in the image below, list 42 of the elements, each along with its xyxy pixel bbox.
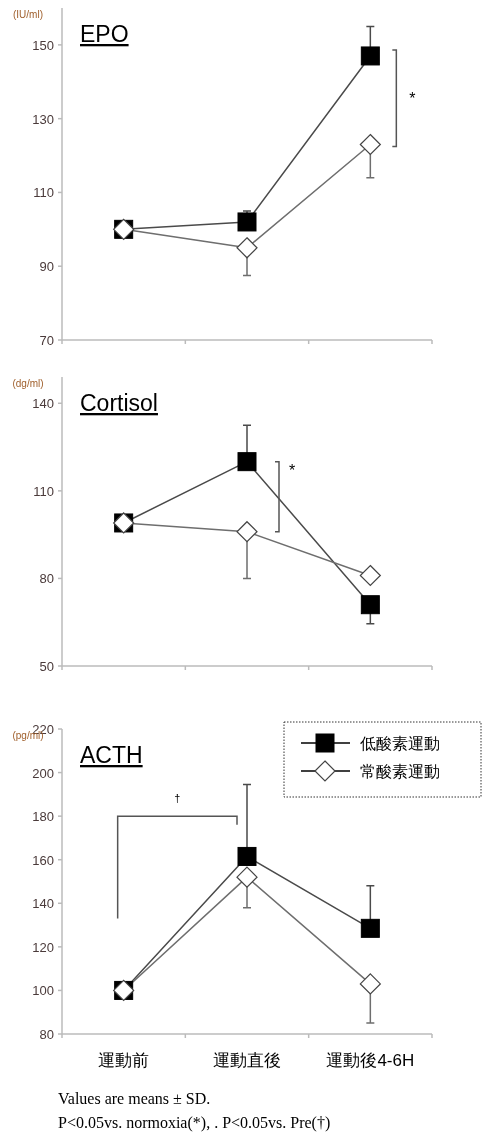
text: Cortisol	[80, 390, 158, 416]
point	[360, 595, 380, 615]
point	[236, 866, 258, 888]
y-tick-label: 120	[32, 939, 54, 955]
y-tick-label: 70	[39, 333, 54, 348]
point	[237, 212, 257, 232]
y-tick-label: 180	[32, 809, 54, 825]
legend-label: 低酸素運動	[360, 735, 440, 752]
y-tick-label: 50	[39, 659, 54, 674]
y-tick-label: 110	[33, 483, 54, 499]
y-tick-label: 80	[39, 571, 54, 587]
x-tick-label: 運動前	[98, 1051, 150, 1070]
text: ACTH	[80, 742, 143, 768]
y-tick-label: 130	[32, 111, 54, 127]
annotation: *	[288, 461, 296, 479]
point	[359, 973, 381, 995]
text: Values are means ± SD.	[58, 1090, 211, 1107]
y-tick-label: 100	[32, 983, 54, 999]
point	[237, 846, 257, 866]
point	[236, 237, 258, 259]
legend-label: 常酸素運動	[360, 763, 440, 780]
y-tick-label: 140	[32, 896, 54, 912]
y-tick-label: 110	[33, 185, 54, 201]
point	[360, 918, 380, 938]
text: EPO	[80, 21, 129, 47]
annotation: *	[409, 90, 416, 108]
y-axis-title: (dg/ml)	[12, 378, 44, 389]
y-tick-label: 140	[32, 396, 54, 412]
y-tick-label: 80	[39, 1027, 54, 1042]
point	[359, 133, 381, 156]
x-tick-label: 運動直後	[213, 1051, 281, 1070]
point	[237, 452, 257, 472]
point	[236, 521, 258, 543]
point	[360, 46, 380, 66]
y-tick-label: 90	[39, 259, 54, 275]
y-axis-title: (IU/ml)	[13, 9, 43, 20]
y-tick-label: 150	[32, 37, 54, 53]
y-tick-label: 160	[32, 852, 54, 868]
text: P<0.05vs. normoxia(*), . P<0.05vs. Pre(†)	[58, 1114, 331, 1132]
annotation: †	[174, 792, 181, 805]
x-tick-label: 運動後4-6H	[326, 1051, 415, 1070]
y-tick-label: 200	[32, 765, 54, 781]
